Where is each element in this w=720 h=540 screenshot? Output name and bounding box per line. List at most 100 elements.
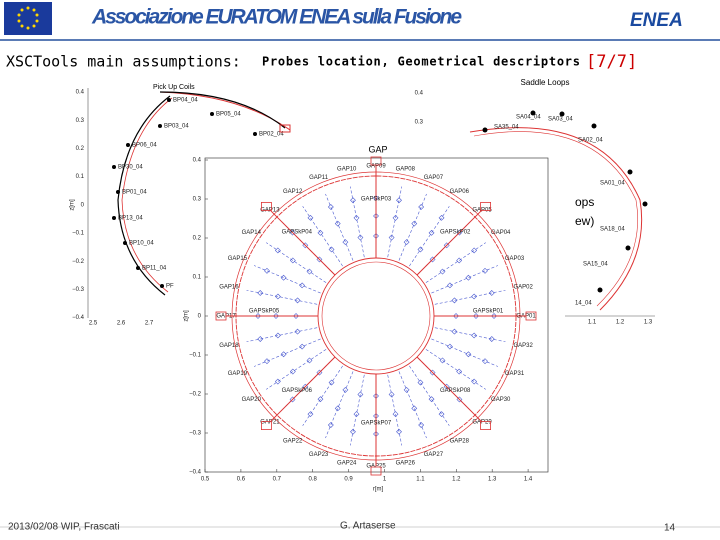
probe-label: BP03_04 [164,124,189,130]
probe-label: GAP12 [283,189,303,195]
skp-label: GAPSkP01 [473,309,504,315]
probe-marker [451,297,458,304]
probe-marker [293,313,299,319]
probe-label: GAP20 [242,397,262,403]
probe-marker [280,351,287,358]
probe-marker [160,284,164,288]
probe-box [279,124,291,133]
probe-label: GAP23 [309,452,329,458]
probe-marker [353,411,360,418]
probe-marker [438,411,445,418]
probe-marker [306,357,313,364]
probe-marker [471,378,478,385]
loop-marker [559,111,565,117]
x-tick-label: 1.2 [452,477,461,483]
x-tick-label: 1.3 [488,477,497,483]
x-tick-label: 2.5 [89,321,98,327]
footer-page: 14 [664,523,676,534]
probe-marker [112,165,116,169]
probe-label: BP13_04 [118,216,143,222]
text-fragment: ew) [575,214,594,228]
fig-title: Saddle Loops [521,78,570,87]
loop-marker [627,169,633,175]
loop-label: SA18_04 [600,227,625,233]
probe-marker [307,214,314,221]
y-tick-label: −0.1 [189,353,202,359]
y-tick-label: 0.3 [415,120,424,126]
y-tick-label: 0 [198,314,202,320]
probe-marker [274,378,281,385]
probe-marker [334,220,341,227]
probe-marker [280,274,287,281]
probe-marker [465,351,472,358]
eu-stars [17,6,39,30]
probe-marker [307,411,314,418]
x-tick-label: 1.1 [588,320,597,326]
banner: Associazione EURATOM ENEA sulla Fusione [91,6,462,29]
probe-label: GAP24 [337,461,357,467]
probe-marker [451,328,458,335]
probe-marker [327,204,334,210]
probe-marker [257,336,264,342]
probe-marker [456,257,463,264]
probe-label: GAP28 [450,438,470,444]
probe-marker [274,247,281,254]
loop-label: 14_04 [575,301,592,307]
x-tick-label: 0.8 [309,477,318,483]
vessel-inner [321,261,431,371]
probe-marker [465,274,472,281]
x-axis-label: r[m] [373,487,384,493]
y-tick-label: 0 [81,202,85,208]
x-tick-label: 0.6 [237,477,246,483]
skp-box [260,421,272,431]
x-tick-label: 0.5 [201,477,210,483]
probe-marker [299,343,306,350]
probe-marker [428,229,435,236]
probe-label: GAP19 [228,371,248,377]
probe-marker [471,247,478,254]
x-tick-label: 1.3 [644,320,653,326]
probe-marker [471,332,478,339]
probe-marker [357,391,364,398]
y-tick-label: 0.1 [76,174,85,180]
probe-marker [491,313,497,319]
probe-marker [316,256,323,263]
probe-label: PF [166,284,174,290]
probe-marker [388,391,395,398]
probe-marker [136,266,140,270]
probe-marker [274,293,281,300]
probe-marker [302,242,309,249]
probe-marker [473,313,479,319]
probe-label: GAP27 [424,452,444,458]
skp-box [525,311,537,321]
probe-label: GAP31 [505,371,525,377]
probe-marker [253,132,257,136]
probe-marker [392,214,399,221]
y-tick-label: 0.2 [76,146,85,152]
skp-label: GAPSkP02 [440,229,471,235]
probe-marker [317,396,324,403]
probe-label: GAP30 [491,397,511,403]
probe-line [302,206,343,267]
loop-marker [530,110,536,116]
probe-marker [273,313,279,319]
title-sub: Probes location, Geometrical descriptors [262,55,580,69]
probe-marker [428,396,435,403]
skp-label: GAPSkP04 [282,229,313,235]
probe-marker [350,197,356,204]
y-tick-label: 0.4 [193,158,202,164]
enea-logo: ENEA [630,10,683,31]
x-tick-label: 1.4 [524,477,533,483]
probe-marker [488,290,495,296]
probe-marker [353,214,360,221]
probe-label: BP01_04 [122,190,147,196]
probe-marker [482,358,488,365]
x-tick-label: 0.7 [273,477,282,483]
probe-line [409,206,450,267]
probe-label: GAP26 [396,461,416,467]
probe-label: GAP29 [472,420,492,426]
text-fragment: ops [575,195,594,209]
probe-label: BP06_04 [132,143,157,149]
